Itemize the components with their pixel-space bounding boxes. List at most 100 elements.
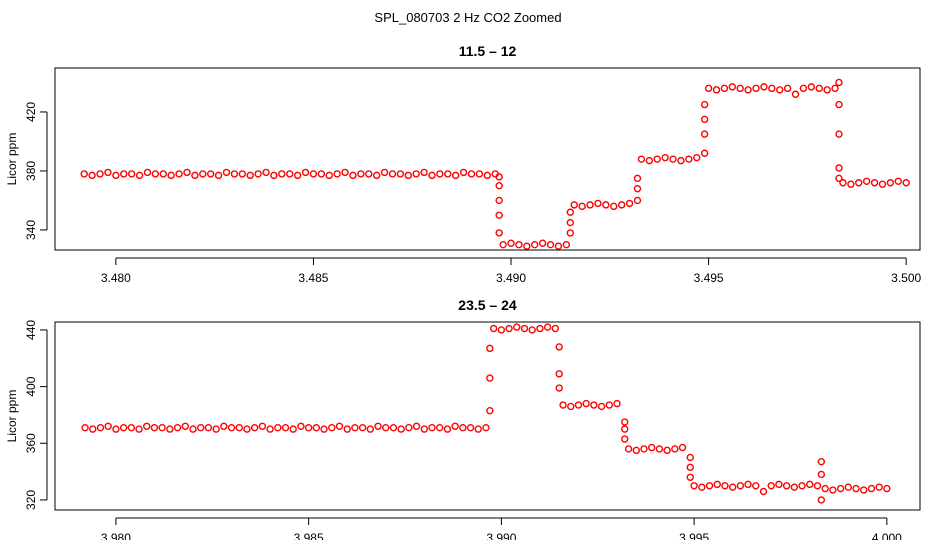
point xyxy=(227,423,236,432)
point xyxy=(582,399,590,408)
point xyxy=(621,418,629,426)
point xyxy=(420,425,428,433)
point xyxy=(839,179,847,187)
point xyxy=(281,423,290,432)
point xyxy=(466,423,475,432)
point xyxy=(212,425,220,433)
point xyxy=(669,155,677,163)
y-tick-label: 400 xyxy=(24,376,38,396)
point xyxy=(520,324,529,333)
point xyxy=(483,171,492,180)
point xyxy=(760,83,768,91)
point xyxy=(605,401,614,409)
point xyxy=(158,423,166,432)
point xyxy=(495,211,503,219)
point xyxy=(767,482,775,490)
point xyxy=(151,170,160,178)
point xyxy=(829,486,837,494)
point xyxy=(199,170,207,178)
point xyxy=(167,171,175,180)
point xyxy=(776,86,784,94)
point xyxy=(365,170,373,178)
x-tick-label: 3.995 xyxy=(679,531,709,540)
point xyxy=(96,423,105,432)
point xyxy=(721,482,729,490)
point xyxy=(380,168,389,177)
point xyxy=(597,402,606,411)
point xyxy=(499,240,507,249)
point xyxy=(860,486,868,494)
point xyxy=(700,130,709,138)
point xyxy=(835,130,843,138)
point xyxy=(189,425,197,433)
point xyxy=(782,482,791,490)
point xyxy=(486,406,494,415)
point xyxy=(143,168,152,177)
point xyxy=(358,423,367,432)
point xyxy=(312,423,321,432)
point xyxy=(633,174,642,183)
point xyxy=(677,156,685,165)
point xyxy=(543,323,552,331)
y-tick-label: 320 xyxy=(24,490,38,510)
y-axis-label: Licor ppm xyxy=(5,133,19,186)
point xyxy=(254,170,262,178)
point xyxy=(366,425,375,433)
point xyxy=(459,423,467,432)
point xyxy=(389,423,398,432)
point xyxy=(428,171,436,180)
point xyxy=(663,446,671,455)
point xyxy=(451,171,460,180)
point xyxy=(96,170,104,178)
point xyxy=(602,201,610,209)
point xyxy=(513,323,521,331)
point xyxy=(297,422,305,430)
point xyxy=(436,423,444,432)
point xyxy=(495,173,503,181)
point xyxy=(270,171,278,180)
point xyxy=(678,443,687,452)
point xyxy=(759,487,768,496)
point xyxy=(570,201,578,209)
point xyxy=(799,84,808,93)
point xyxy=(752,84,760,93)
point xyxy=(235,423,243,432)
point xyxy=(686,473,694,481)
point xyxy=(559,401,567,409)
point xyxy=(566,218,574,227)
point xyxy=(135,171,144,180)
x-tick-label: 3.485 xyxy=(298,271,328,285)
point xyxy=(855,179,863,187)
point xyxy=(127,423,136,432)
point xyxy=(412,422,421,430)
point xyxy=(844,483,853,491)
point xyxy=(817,496,826,504)
point xyxy=(566,229,574,237)
point xyxy=(690,482,698,490)
point xyxy=(166,425,174,433)
point xyxy=(531,240,539,249)
point xyxy=(653,155,661,163)
point xyxy=(712,86,721,94)
point xyxy=(610,202,618,211)
point xyxy=(886,179,895,187)
point xyxy=(349,171,357,180)
x-tick-label: 3.990 xyxy=(486,531,516,540)
point xyxy=(112,171,120,180)
point xyxy=(289,425,297,433)
point xyxy=(574,401,583,409)
point xyxy=(159,170,167,178)
point xyxy=(728,483,737,491)
point xyxy=(578,202,586,211)
point xyxy=(293,171,302,180)
point xyxy=(333,170,341,178)
point xyxy=(335,422,344,430)
point xyxy=(883,484,891,493)
point xyxy=(768,84,776,93)
point xyxy=(823,86,831,94)
point xyxy=(835,164,843,172)
x-tick-label: 3.500 xyxy=(891,271,921,285)
point xyxy=(357,170,365,178)
point xyxy=(686,463,694,472)
point xyxy=(640,445,648,453)
